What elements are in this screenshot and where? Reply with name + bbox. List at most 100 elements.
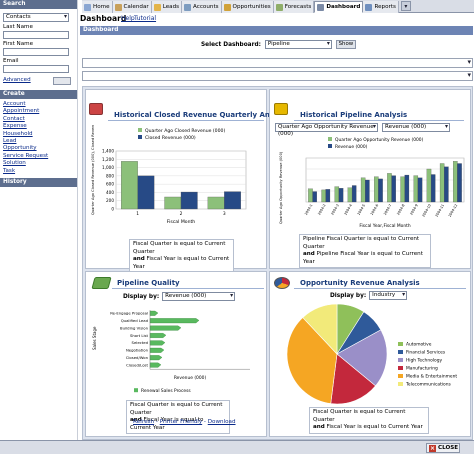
panel-title: Historical Closed Revenue Quarterly Anal…: [114, 111, 293, 119]
y-tick-label: 1,200: [102, 157, 114, 162]
create-item-contact[interactable]: Contact: [3, 115, 25, 122]
create-item-expense[interactable]: Expense: [3, 123, 27, 130]
search-type-select[interactable]: Contacts: [3, 13, 69, 22]
bar: [426, 168, 432, 203]
bar: [164, 196, 182, 210]
email-field[interactable]: [3, 65, 69, 73]
tab-home[interactable]: Home: [82, 1, 113, 13]
create-item-opportunity[interactable]: Opportunity: [3, 145, 37, 152]
show-button[interactable]: Show: [335, 40, 356, 49]
tab-leads[interactable]: Leads: [151, 1, 183, 13]
bar: [400, 176, 405, 203]
tab-accounts[interactable]: Accounts: [182, 1, 222, 13]
legend-label: Revenue (000): [335, 144, 368, 150]
display-by-select[interactable]: Industry: [369, 291, 408, 300]
filter-bar-2[interactable]: [82, 71, 473, 81]
y-tick-label: 0: [111, 207, 114, 212]
search-go-button[interactable]: [53, 77, 71, 85]
tab-forecasts[interactable]: Forecasts: [273, 1, 315, 13]
create-section-title: Create: [0, 90, 77, 99]
display-by-select[interactable]: Revenue (000): [162, 292, 236, 301]
bar: [391, 175, 396, 203]
title-underline: [294, 120, 464, 121]
page-title: Dashboard: [80, 14, 127, 23]
panel-title: Opportunity Revenue Analysis: [300, 279, 420, 287]
search-section-title: Search: [0, 0, 77, 9]
bar: [308, 188, 313, 203]
tutorial-link[interactable]: Tutorial: [134, 15, 157, 22]
create-item-lead[interactable]: Lead: [3, 138, 17, 145]
x-tick-label: 1: [136, 211, 139, 217]
first-name-field[interactable]: [3, 48, 69, 56]
create-list: Account Appointment Contact Expense Househol…: [0, 99, 77, 177]
last-name-label: Last Name: [3, 24, 33, 30]
advanced-search-link[interactable]: Advanced: [3, 77, 31, 84]
panel-historical-pipeline: Historical Pipeline Analysis Quarter Ago…: [269, 89, 471, 269]
create-item-task[interactable]: Task: [3, 167, 16, 174]
close-button[interactable]: × CLOSE: [426, 443, 460, 453]
x-tick-label: 2004-9: [409, 204, 418, 216]
y-tick-label: Short List: [130, 333, 149, 338]
pipeline-quality-chart: Re-Engage Proposal Qualified Lead Building…: [92, 310, 250, 394]
x-tick-label: 3: [223, 211, 226, 217]
history-section-title: History: [0, 178, 77, 188]
bar: [347, 187, 353, 203]
legend-label: Telecommunications: [405, 382, 452, 388]
legend-label: Media & Entertainment: [406, 374, 457, 380]
last-name-field[interactable]: [3, 31, 69, 39]
criteria-box: Pipeline Fiscal Quarter is equal to Curr…: [299, 234, 431, 269]
create-item-appointment[interactable]: Appointment: [3, 108, 40, 115]
y-axis-title: Sales Stage: [92, 326, 97, 350]
tab-icon-dashboard: [317, 3, 325, 11]
criteria-line-1: Pipeline Fiscal Quarter is equal to Curr…: [303, 236, 420, 250]
pipeline-measure-select[interactable]: Quarter Ago Opportunity Revenue (000): [275, 123, 378, 137]
first-name-label: First Name: [3, 41, 34, 47]
bar: [453, 161, 458, 203]
y-tick-label: Selected: [132, 340, 149, 345]
display-by-label: Display by:: [330, 292, 367, 299]
pipeline-compare-select[interactable]: Revenue (000): [382, 123, 450, 132]
download-link[interactable]: Download: [207, 419, 236, 425]
tab-dashboard[interactable]: Dashboard: [314, 1, 364, 13]
create-item-solution[interactable]: Solution: [3, 160, 26, 167]
tab-icon-calendar: [114, 3, 122, 11]
more-tabs-dropdown-icon[interactable]: ▾: [400, 1, 411, 11]
legend-swatch: [328, 144, 332, 148]
tab-calendar[interactable]: Calendar: [112, 1, 152, 13]
create-item-service-request[interactable]: Service Request: [3, 152, 49, 159]
bar: [334, 186, 340, 203]
closed-revenue-chart: Quarter Ago Closed Revenue (000)Closed R…: [91, 125, 247, 225]
y-axis-title: Quarter Ago Closed Revenue (000), Closed…: [91, 125, 95, 215]
display-by-row: Display by: Revenue (000): [123, 292, 236, 301]
x-tick-label: 2004-11: [435, 204, 446, 218]
bar: [439, 163, 445, 203]
main-tab-bar: Home Calendar Leads Accounts Opportunities Fo…: [82, 0, 474, 13]
criteria-and: and: [130, 417, 142, 424]
legend-swatch: [398, 374, 403, 378]
bar: [149, 355, 163, 361]
pie-slice: [330, 353, 376, 405]
legend-label: Automotive: [406, 342, 432, 348]
title-underline: [108, 120, 264, 121]
tab-opportunities[interactable]: Opportunities: [221, 1, 274, 13]
create-item-account[interactable]: Account: [3, 101, 26, 107]
bar: [325, 189, 331, 203]
y-tick-label: Closed/Won: [126, 355, 149, 360]
pie-slice: [286, 317, 338, 404]
y-tick-label: Building Vision: [120, 325, 149, 330]
bar: [360, 177, 366, 203]
filter-bar-1[interactable]: [82, 58, 473, 68]
tab-label: Home: [93, 4, 110, 10]
bar: [137, 175, 155, 210]
criteria-box: Fiscal Quarter is equal to Current Quart…: [129, 239, 234, 274]
select-dashboard-dropdown[interactable]: Pipeline: [264, 40, 332, 49]
x-axis-title: Fiscal Year,Fiscal Month: [359, 223, 411, 229]
pipeline-chart-icon: [274, 103, 288, 115]
help-link[interactable]: Help: [121, 15, 135, 22]
tab-icon-forecasts: [275, 3, 283, 11]
tab-reports[interactable]: Reports: [363, 1, 399, 13]
printer-friendly-link[interactable]: Printer Friendly: [159, 419, 203, 425]
email-label: Email: [3, 58, 19, 64]
refresh-link[interactable]: Refresh: [133, 419, 155, 425]
create-item-household[interactable]: Household: [3, 130, 33, 137]
